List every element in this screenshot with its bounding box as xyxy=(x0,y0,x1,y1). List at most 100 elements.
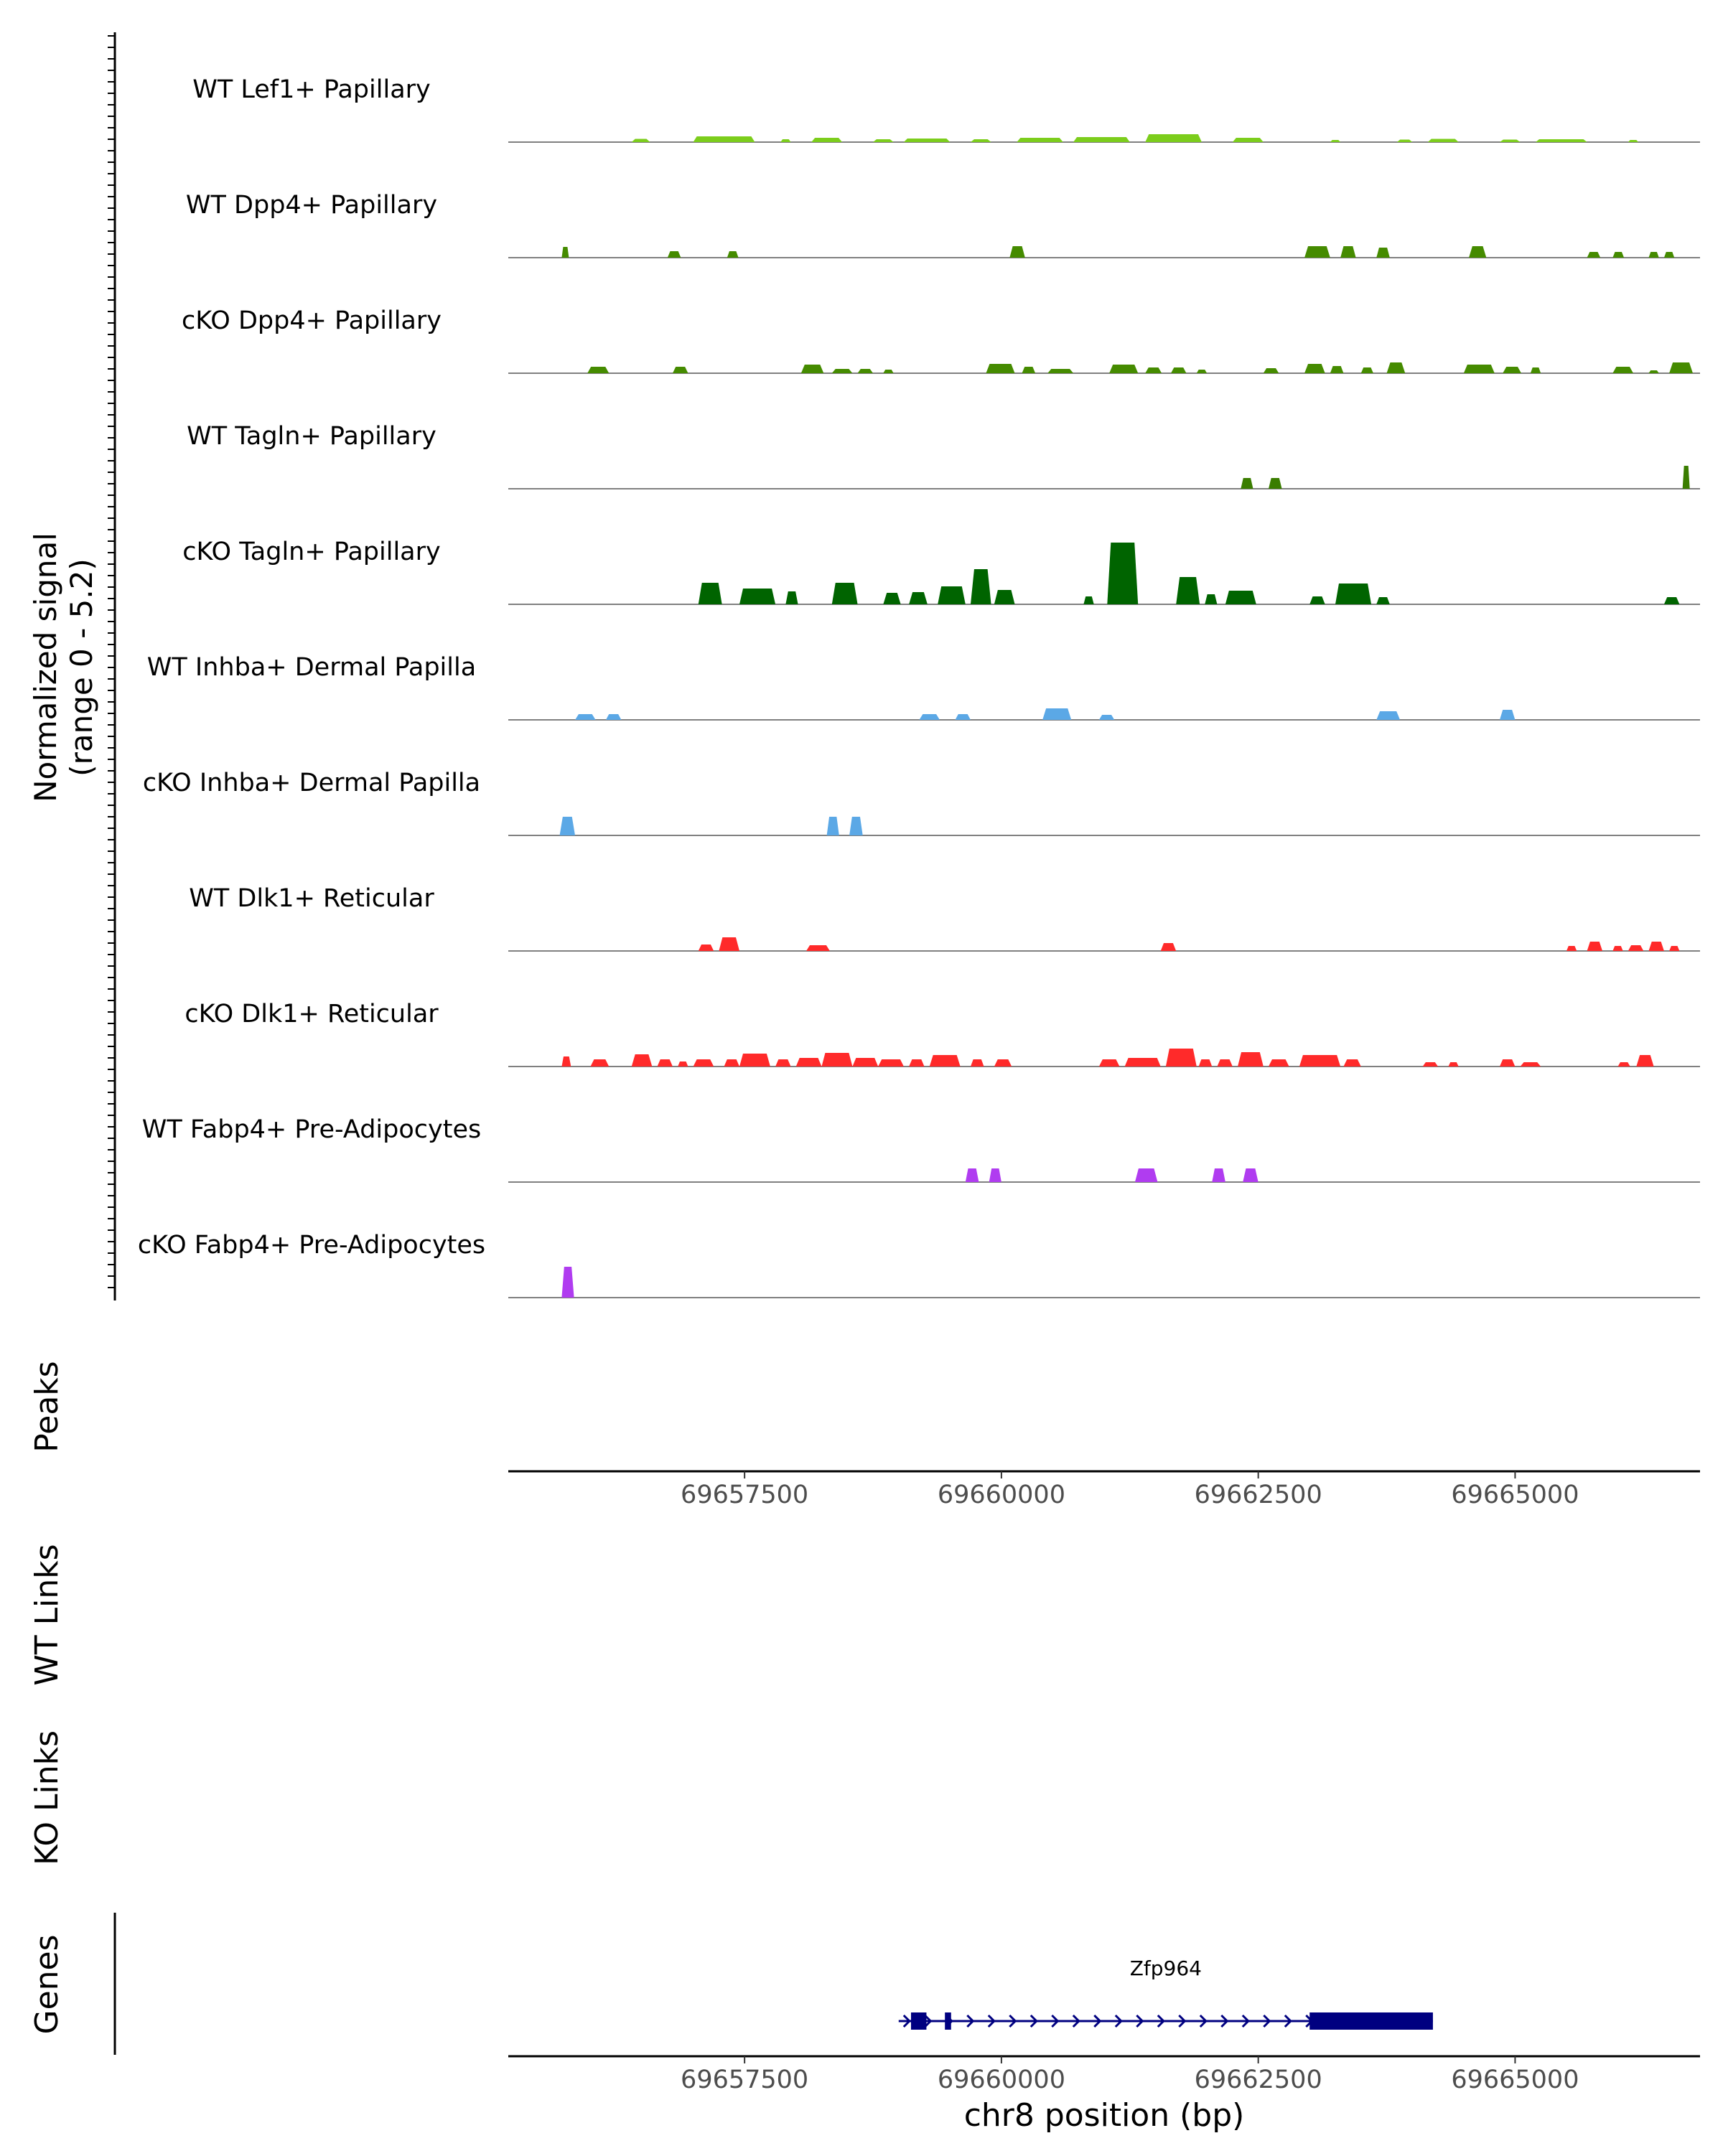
signal-peak xyxy=(929,1055,961,1067)
signal-peak xyxy=(1165,1049,1197,1067)
signal-peak xyxy=(1612,946,1623,951)
signal-peak xyxy=(1160,943,1177,951)
signal-peak xyxy=(1463,365,1495,373)
signal-peak xyxy=(1198,1059,1213,1067)
signal-peak xyxy=(883,593,901,604)
strand-arrow xyxy=(1051,2014,1060,2028)
signal-axis-label: Normalized signal xyxy=(28,533,63,802)
signal-peak xyxy=(1499,1059,1516,1067)
signal-peak xyxy=(1309,596,1325,604)
signal-peak xyxy=(1669,946,1680,951)
track-1: WT Lef1+ Papillary xyxy=(192,75,1700,143)
signal-peak xyxy=(909,592,928,604)
signal-peak xyxy=(1145,134,1202,142)
signal-peak xyxy=(795,1058,822,1067)
strand-arrow xyxy=(1157,2014,1165,2028)
signal-peak xyxy=(739,1054,770,1067)
signal-peak xyxy=(1330,140,1341,142)
signal-peak xyxy=(1243,1168,1259,1182)
signal-peak xyxy=(678,1061,688,1067)
signal-peak xyxy=(1107,543,1139,604)
track-10: WT Fabp4+ Pre-Adipocytes xyxy=(142,1115,1700,1183)
gene-exon xyxy=(1309,2012,1433,2030)
signal-peak xyxy=(698,945,714,951)
signal-peak xyxy=(1669,362,1693,373)
signal-peak xyxy=(1098,715,1115,720)
signal-peak xyxy=(1263,368,1279,373)
signal-peak xyxy=(1587,252,1601,258)
track-label: cKO Inhba+ Dermal Papilla xyxy=(143,769,480,797)
signal-peak xyxy=(631,1054,653,1067)
track-2: WT Dpp4+ Papillary xyxy=(186,191,1700,258)
signal-peak xyxy=(719,937,739,951)
track-label: cKO Tagln+ Papillary xyxy=(182,538,441,566)
strand-arrow xyxy=(1029,2014,1038,2028)
peaks-panel-label: Peaks xyxy=(29,1361,65,1452)
signal-peak xyxy=(561,1056,571,1067)
x-tick-label: 69660000 xyxy=(938,1481,1065,1509)
signal-peak xyxy=(1499,710,1516,720)
signal-peak xyxy=(919,714,940,720)
signal-peak xyxy=(1176,577,1200,604)
signal-peak xyxy=(1109,365,1139,373)
signal-peak xyxy=(1340,246,1356,258)
signal-peak xyxy=(1520,1062,1541,1067)
signal-peak xyxy=(1427,139,1459,142)
signal-peak xyxy=(1376,711,1401,720)
track-9: cKO Dlk1+ Reticular xyxy=(185,1000,1700,1067)
signal-peak xyxy=(857,369,874,373)
signal-peak xyxy=(739,589,776,604)
signal-peak xyxy=(1241,478,1253,489)
signal-peak xyxy=(1047,369,1074,373)
coverage-tracks: WT Lef1+ Papillary WT Dpp4+ Papillary cKO … xyxy=(138,75,1700,1298)
signal-peak xyxy=(852,1058,879,1067)
signal-peak xyxy=(1009,246,1025,258)
strand-arrow xyxy=(902,2014,911,2028)
signal-peak xyxy=(994,1059,1012,1067)
signal-peak xyxy=(605,714,622,720)
strand-arrow xyxy=(1220,2014,1229,2028)
gene-exon xyxy=(945,2012,951,2030)
x-tick-label: 69657500 xyxy=(681,2066,808,2094)
signal-peak xyxy=(1628,945,1644,951)
track-label: WT Inhba+ Dermal Papilla xyxy=(147,653,476,682)
track-11: cKO Fabp4+ Pre-Adipocytes xyxy=(138,1231,1700,1298)
track-4: WT Tagln+ Papillary xyxy=(187,422,1700,489)
signal-peak xyxy=(883,370,894,373)
strand-arrow xyxy=(966,2014,975,2028)
signal-peak xyxy=(785,591,798,604)
signal-peak xyxy=(1134,1168,1158,1182)
signal-peak xyxy=(1083,596,1094,604)
signal-peak xyxy=(994,590,1015,604)
ko-links-panel-label: KO Links xyxy=(29,1730,65,1865)
signal-peak xyxy=(1663,252,1675,258)
signal-peak xyxy=(1145,367,1162,373)
track-5: cKO Tagln+ Papillary xyxy=(182,538,1700,605)
track-7: cKO Inhba+ Dermal Papilla xyxy=(143,769,1700,836)
peaks-x-axis-ticks: 69657500 69660000 69662500 69665000 xyxy=(681,1471,1579,1509)
track-label: cKO Fabp4+ Pre-Adipocytes xyxy=(138,1231,485,1260)
signal-peak xyxy=(724,1059,739,1067)
signal-peak xyxy=(775,1059,791,1067)
gene-model: Zfp964 xyxy=(898,1956,1433,2030)
signal-peak xyxy=(587,367,610,373)
signal-peak xyxy=(1663,597,1680,604)
signal-peak xyxy=(970,569,991,604)
signal-peak xyxy=(1124,1058,1161,1067)
signal-axis-range-label: (range 0 - 5.2) xyxy=(64,558,99,777)
signal-peak xyxy=(878,1059,904,1067)
signal-peak xyxy=(667,251,681,258)
signal-peak xyxy=(811,138,843,142)
signal-peak xyxy=(693,1059,714,1067)
track-8: WT Dlk1+ Reticular xyxy=(189,884,1700,952)
signal-peak xyxy=(873,139,894,142)
signal-peak xyxy=(1196,370,1208,373)
signal-peak xyxy=(1225,591,1256,604)
signal-peak xyxy=(1238,1052,1264,1067)
signal-peak xyxy=(561,247,569,258)
strand-arrow xyxy=(1199,2014,1208,2028)
signal-peak xyxy=(1469,246,1487,258)
signal-peak xyxy=(1376,248,1390,258)
